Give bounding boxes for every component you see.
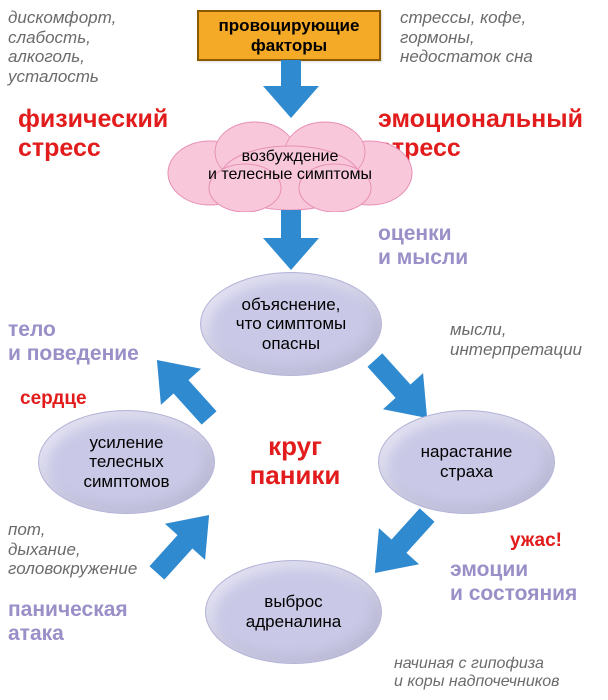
ellipse-bottom-text: выброс адреналина — [246, 592, 341, 631]
label-horror: ужас! — [510, 530, 562, 552]
note-top-left: дискомфорт, слабость, алкоголь, усталост… — [8, 8, 116, 86]
cloud-node: возбуждение и телесные симптомы — [160, 118, 420, 212]
cloud-line1: возбуждение — [160, 148, 420, 166]
arrow-bottom-to-left — [138, 505, 228, 583]
top-box: провоцирующие факторы — [197, 10, 381, 61]
label-body-behavior: тело и поведение — [8, 318, 139, 366]
diagram-canvas: дискомфорт, слабость, алкоголь, усталост… — [0, 0, 608, 700]
arrow-cloud-to-top-ellipse — [263, 210, 319, 270]
ellipse-bottom: выброс адреналина — [205, 560, 382, 664]
label-assessments: оценки и мысли — [378, 222, 468, 270]
label-emotions: эмоции и состояния — [450, 558, 577, 606]
arrow-top-to-cloud — [263, 60, 319, 118]
ellipse-left-text: усиление телесных симптомов — [83, 433, 169, 492]
top-box-line2: факторы — [209, 36, 369, 56]
cloud-line2: и телесные симптомы — [160, 166, 420, 184]
ellipse-right-text: нарастание страха — [421, 442, 513, 481]
note-pituitary: начиная с гипофиза и коры надпочечников — [394, 655, 560, 692]
ellipse-left: усиление телесных симптомов — [38, 410, 215, 514]
note-thoughts: мысли, интерпретации — [450, 320, 582, 359]
ellipse-right: нарастание страха — [378, 410, 555, 514]
note-top-right: стрессы, кофе, гормоны, недостаток сна — [400, 8, 533, 67]
label-panic-attack: паническая атака — [8, 598, 128, 646]
label-physical-stress: физический стресс — [18, 105, 168, 163]
ellipse-top-text: объяснение, что симптомы опасны — [236, 295, 346, 354]
label-heart: сердце — [20, 388, 87, 410]
note-sweat: пот, дыхание, головокружение — [8, 520, 137, 579]
top-box-line1: провоцирующие — [209, 16, 369, 36]
arrow-right-to-bottom — [356, 505, 446, 583]
label-panic-circle: круг паники — [235, 432, 355, 489]
